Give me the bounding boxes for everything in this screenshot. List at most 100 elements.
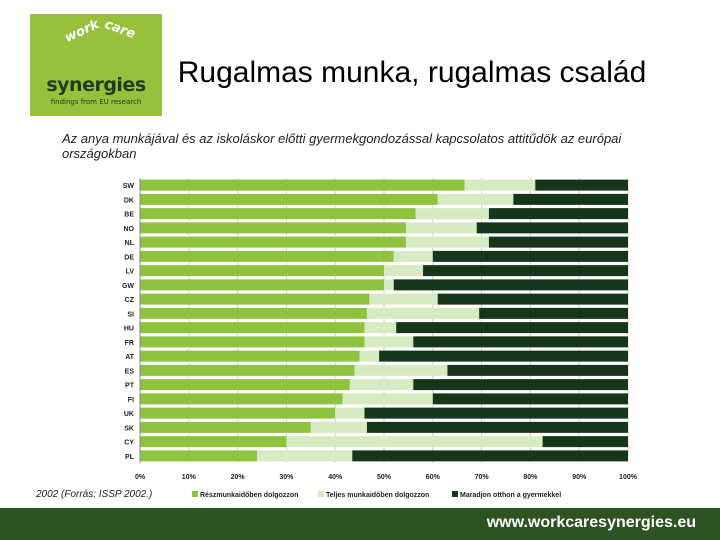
bar-fr-s2	[364, 336, 414, 348]
footer-bar: www.workcaresynergies.eu	[0, 508, 720, 540]
bar-es-s3	[447, 364, 628, 376]
category-label: DK	[124, 197, 134, 204]
legend-swatch	[452, 491, 458, 497]
category-label: FI	[128, 397, 134, 404]
bar-fr-s3	[413, 336, 628, 348]
website-url[interactable]: www.workcaresynergies.eu	[486, 514, 696, 531]
category-label: SK	[124, 425, 134, 432]
bar-sk-s3	[366, 421, 628, 433]
bar-be-s1	[140, 208, 416, 220]
bar-fi-s1	[140, 393, 343, 405]
category-label: AT	[125, 354, 135, 361]
legend-label: Részmunkaidőben dolgozzon	[200, 492, 298, 499]
x-tick-label: 100%	[619, 474, 638, 481]
bar-no-s3	[476, 222, 628, 234]
bar-pt-s2	[349, 379, 414, 391]
bar-cz-s3	[437, 293, 628, 305]
bar-nl-s2	[405, 236, 489, 248]
bar-pl-s2	[257, 450, 353, 462]
bar-pt-s1	[140, 379, 350, 391]
bar-sw-s2	[464, 179, 536, 191]
category-label: CY	[124, 440, 134, 447]
legend-label: Teljes munkaidőben dolgozzon	[326, 492, 429, 499]
x-tick-label: 40%	[328, 474, 343, 481]
x-tick-label: 30%	[279, 474, 294, 481]
bar-dk-s2	[437, 193, 514, 205]
chart-subtitle: Az anya munkájával és az iskoláskor előt…	[62, 131, 622, 161]
bar-sw-s1	[140, 179, 465, 191]
bar-at-s3	[379, 350, 628, 362]
bar-es-s1	[140, 364, 355, 376]
bar-fi-s3	[432, 393, 628, 405]
x-tick-label: 20%	[231, 474, 246, 481]
bar-de-s1	[140, 250, 394, 262]
bar-fi-s2	[342, 393, 433, 405]
bar-hu-s1	[140, 322, 365, 334]
bar-gw-s1	[140, 279, 384, 291]
bar-sw-s3	[535, 179, 628, 191]
bar-uk-s3	[364, 407, 628, 419]
bar-pt-s3	[413, 379, 628, 391]
category-label: ES	[125, 368, 135, 375]
category-label: GW	[122, 283, 134, 290]
bar-de-s3	[432, 250, 628, 262]
bar-es-s2	[354, 364, 448, 376]
bar-sk-s2	[310, 421, 367, 433]
bar-no-s2	[405, 222, 477, 234]
bar-si-s2	[366, 307, 480, 319]
x-tick-label: 70%	[475, 474, 490, 481]
bar-de-s2	[393, 250, 433, 262]
x-tick-label: 60%	[426, 474, 441, 481]
bar-hu-s2	[364, 322, 397, 334]
bar-lv-s1	[140, 265, 384, 277]
category-label: FR	[125, 340, 134, 347]
bar-cy-s3	[542, 436, 628, 448]
category-label: UK	[124, 411, 134, 418]
x-tick-label: 0%	[135, 474, 146, 481]
category-label: HU	[124, 326, 134, 333]
category-label: CZ	[125, 297, 135, 304]
bar-cz-s1	[140, 293, 370, 305]
bar-no-s1	[140, 222, 406, 234]
category-label: PL	[125, 454, 135, 461]
x-tick-label: 50%	[377, 474, 392, 481]
bar-si-s1	[140, 307, 367, 319]
bar-gw-s3	[393, 279, 628, 291]
bar-gw-s2	[384, 279, 394, 291]
category-label: SW	[123, 183, 135, 190]
bar-uk-s1	[140, 407, 336, 419]
bar-dk-s1	[140, 193, 438, 205]
category-label: LV	[126, 269, 135, 276]
bar-pl-s1	[140, 450, 258, 462]
bar-cy-s1	[140, 436, 287, 448]
workcare-synergies-logo: work care synergies findings from EU res…	[30, 14, 162, 116]
legend-swatch	[318, 491, 324, 497]
bar-nl-s1	[140, 236, 406, 248]
bar-pl-s3	[352, 450, 628, 462]
category-label: SI	[127, 311, 134, 318]
source-note: 2002 (Forrás: ISSP 2002.)	[36, 489, 153, 500]
bar-hu-s3	[396, 322, 628, 334]
x-tick-label: 10%	[182, 474, 197, 481]
x-tick-label: 90%	[572, 474, 587, 481]
page-title: Rugalmas munka, rugalmas család	[177, 56, 647, 89]
category-label: BE	[124, 212, 134, 219]
logo-tagline: findings from EU research	[50, 98, 142, 106]
category-label: DE	[124, 254, 134, 261]
bar-be-s3	[488, 208, 628, 220]
category-label: NO	[124, 226, 135, 233]
legend-label: Maradjon otthon a gyermekkel	[460, 492, 561, 499]
bar-uk-s2	[335, 407, 365, 419]
legend-swatch	[192, 491, 198, 497]
bar-si-s3	[479, 307, 628, 319]
logo-name: synergies	[46, 74, 146, 96]
category-label: NL	[125, 240, 135, 247]
bar-lv-s3	[423, 265, 628, 277]
bar-nl-s3	[488, 236, 628, 248]
bar-cy-s2	[286, 436, 543, 448]
bar-cz-s2	[369, 293, 438, 305]
bar-dk-s3	[513, 193, 628, 205]
bar-at-s1	[140, 350, 360, 362]
bar-be-s2	[415, 208, 489, 220]
